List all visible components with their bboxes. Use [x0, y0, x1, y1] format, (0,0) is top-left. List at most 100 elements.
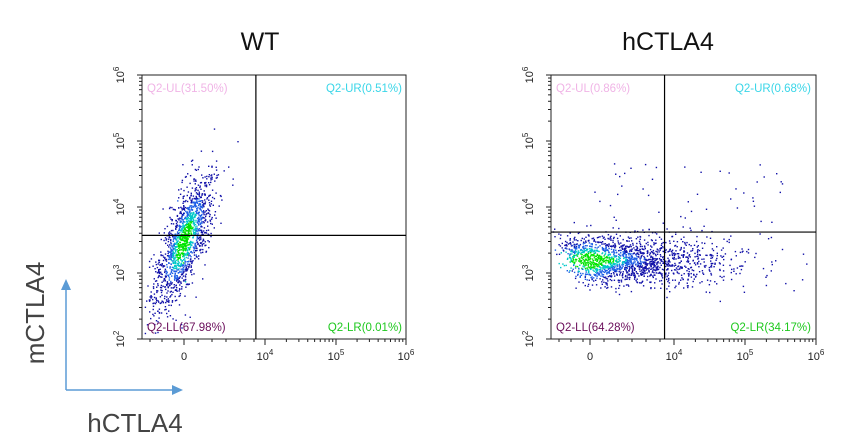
event-dot: [200, 219, 202, 221]
event-dot: [608, 251, 610, 254]
event-dot: [615, 219, 617, 221]
event-dot: [593, 250, 595, 252]
event-dot: [574, 248, 577, 250]
event-dot: [608, 244, 610, 246]
event-dot: [200, 200, 202, 202]
event-dot: [693, 273, 695, 276]
event-dot: [617, 258, 620, 261]
event-dot: [603, 258, 605, 261]
event-dot: [198, 219, 200, 221]
event-dot: [793, 290, 795, 292]
event-dot: [644, 257, 646, 259]
event-dot: [619, 272, 621, 274]
event-dot: [673, 254, 676, 257]
event-dot: [594, 246, 596, 249]
event-dot: [191, 198, 194, 200]
event-dot: [595, 258, 597, 260]
event-dot: [181, 207, 183, 210]
event-dot: [214, 180, 216, 182]
event-dot: [607, 261, 610, 264]
event-dot: [187, 213, 189, 215]
event-dot: [209, 219, 211, 221]
event-dot: [153, 254, 155, 256]
event-dot: [687, 286, 689, 289]
y-tick-label: 103: [521, 264, 536, 281]
event-dot: [668, 250, 670, 252]
event-dot: [158, 317, 160, 319]
event-dot: [630, 253, 632, 255]
event-dot: [179, 193, 182, 195]
event-dot: [182, 223, 184, 225]
event-dot: [604, 251, 607, 253]
event-dot: [654, 242, 656, 245]
event-dot: [609, 254, 611, 256]
event-dot: [179, 249, 181, 251]
event-dot: [182, 272, 184, 275]
event-dot: [170, 255, 172, 258]
event-dot: [666, 278, 668, 281]
event-dot: [182, 275, 185, 277]
event-dot: [618, 293, 621, 296]
event-dot: [612, 244, 615, 247]
event-dot: [186, 283, 188, 285]
event-dot: [614, 270, 616, 272]
event-dot: [204, 193, 206, 195]
event-dot: [630, 249, 633, 251]
event-dot: [152, 287, 155, 290]
event-dot: [198, 203, 200, 205]
x-tick-label: 104: [666, 348, 683, 363]
event-dot: [736, 207, 739, 209]
event-dot: [708, 269, 710, 271]
event-dot: [650, 268, 652, 270]
event-dot: [202, 238, 205, 240]
event-dot: [596, 247, 598, 249]
event-dot: [207, 240, 209, 242]
event-dot: [589, 256, 591, 259]
event-dot: [651, 268, 653, 270]
event-dot: [690, 272, 692, 275]
event-dot: [181, 231, 183, 233]
event-dot: [199, 200, 201, 202]
event-dot: [215, 217, 217, 219]
event-dot: [200, 206, 202, 209]
event-dot: [203, 222, 205, 224]
event-dot: [170, 250, 172, 252]
event-dot: [646, 279, 648, 281]
event-dot: [191, 212, 193, 214]
event-dot: [622, 248, 624, 250]
event-dot: [770, 236, 773, 239]
event-dot: [643, 252, 645, 255]
event-dot: [194, 232, 196, 234]
event-dot: [740, 268, 743, 271]
event-dot: [668, 264, 671, 266]
event-dot: [173, 262, 176, 264]
event-dot: [204, 201, 207, 203]
event-dot: [637, 261, 639, 263]
event-dot: [714, 281, 716, 283]
event-dot: [191, 282, 194, 284]
event-dot: [618, 257, 621, 259]
event-dot: [585, 264, 587, 266]
event-dot: [170, 263, 172, 265]
event-dot: [686, 270, 688, 272]
event-dot: [606, 273, 608, 275]
event-dot: [652, 263, 655, 265]
event-dot: [599, 266, 601, 268]
event-dot: [647, 263, 649, 265]
event-dot: [617, 261, 620, 263]
event-dot: [190, 232, 192, 234]
event-dot: [158, 261, 160, 264]
event-dot: [170, 269, 173, 271]
event-dot: [159, 286, 162, 289]
event-dot: [181, 221, 183, 223]
event-dot: [223, 170, 225, 172]
event-dot: [179, 244, 181, 246]
event-dot: [200, 150, 203, 152]
event-dot: [185, 210, 187, 213]
event-dot: [701, 270, 704, 272]
event-dot: [170, 259, 172, 261]
event-dot: [756, 181, 758, 183]
event-dot: [182, 280, 185, 282]
event-dot: [584, 276, 586, 278]
